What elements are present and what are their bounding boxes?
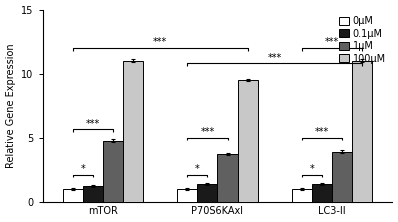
Bar	[352, 61, 372, 202]
Bar	[238, 80, 258, 202]
Text: *: *	[309, 164, 314, 174]
Bar	[312, 184, 332, 202]
Bar	[103, 141, 123, 202]
Bar	[177, 189, 197, 202]
Bar	[291, 189, 312, 202]
Text: ***: ***	[267, 53, 282, 63]
Text: *: *	[80, 164, 85, 174]
Bar	[63, 189, 83, 202]
Bar	[332, 152, 352, 202]
Text: ***: ***	[200, 127, 215, 137]
Y-axis label: Relative Gene Expression: Relative Gene Expression	[6, 43, 16, 168]
Bar	[123, 61, 143, 202]
Text: ***: ***	[153, 37, 168, 47]
Text: ***: ***	[315, 127, 329, 137]
Text: *: *	[195, 164, 200, 174]
Bar	[83, 186, 103, 202]
Bar	[197, 184, 217, 202]
Legend: 0μM, 0.1μM, 1μM, 100μM: 0μM, 0.1μM, 1μM, 100μM	[337, 14, 388, 65]
Bar	[217, 154, 238, 202]
Text: ***: ***	[325, 37, 339, 47]
Text: ***: ***	[86, 119, 100, 129]
